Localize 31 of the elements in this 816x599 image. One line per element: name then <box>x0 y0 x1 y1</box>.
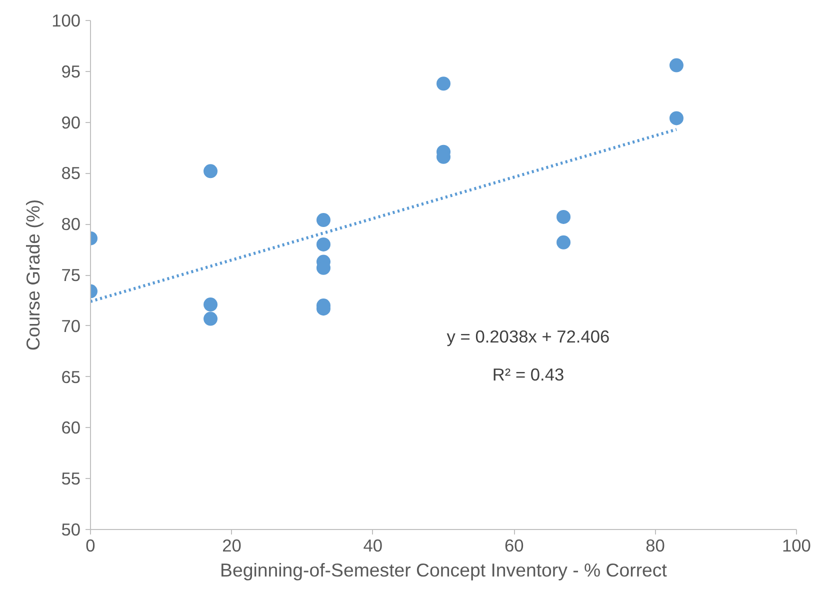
y-tick-label: 75 <box>61 265 81 285</box>
y-tick-label: 70 <box>61 316 81 336</box>
point <box>316 237 330 252</box>
x-axis-title: Beginning-of-Semester Concept Inventory - % Correct <box>220 560 668 580</box>
y-tick-label: 100 <box>52 10 81 30</box>
point <box>669 58 684 72</box>
y-tick-label: 90 <box>61 112 81 132</box>
x-tick-label: 20 <box>222 536 242 556</box>
x-tick-label: 60 <box>504 536 524 556</box>
x-tick-label: 0 <box>86 536 96 556</box>
point <box>316 213 330 228</box>
point <box>556 235 571 250</box>
y-tick-label: 80 <box>61 214 81 234</box>
annotation: y = 0.2038x + 72.406 <box>446 326 610 346</box>
y-tick-label: 55 <box>61 468 81 489</box>
point <box>669 111 684 126</box>
x-tick-label: 80 <box>646 536 665 556</box>
point <box>204 164 218 178</box>
annotation: R² = 0.43 <box>492 364 564 384</box>
y-tick-label: 60 <box>61 418 81 438</box>
x-tick-label: 100 <box>782 536 811 556</box>
y-tick-label: 50 <box>61 520 81 540</box>
point <box>204 298 218 312</box>
point <box>436 76 450 91</box>
y-tick-label: 65 <box>61 366 81 387</box>
y-axis-title: Course Grade (%) <box>22 199 44 351</box>
y-tick-label: 95 <box>61 61 81 82</box>
point <box>204 312 218 326</box>
x-tick-label: 40 <box>363 536 383 556</box>
point <box>556 210 571 224</box>
y-tick-label: 85 <box>61 163 81 184</box>
